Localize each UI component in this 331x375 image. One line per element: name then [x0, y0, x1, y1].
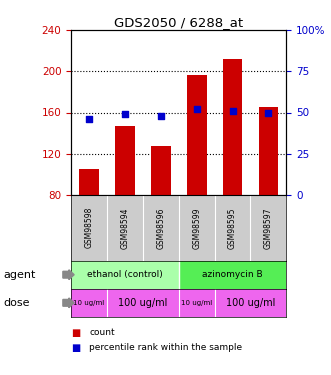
- Bar: [223, 59, 242, 195]
- Bar: [71, 261, 179, 289]
- Text: 10 ug/ml: 10 ug/ml: [181, 300, 212, 306]
- Text: GSM98599: GSM98599: [192, 207, 201, 249]
- Bar: [151, 146, 171, 195]
- Text: 10 ug/ml: 10 ug/ml: [73, 300, 105, 306]
- Text: agent: agent: [3, 270, 36, 280]
- Bar: [179, 261, 286, 289]
- Bar: [179, 289, 214, 317]
- Text: 100 ug/ml: 100 ug/ml: [118, 298, 167, 308]
- Point: [194, 106, 199, 112]
- Point: [86, 116, 92, 122]
- Text: ■: ■: [71, 343, 80, 352]
- Text: ■: ■: [71, 328, 80, 338]
- Text: percentile rank within the sample: percentile rank within the sample: [89, 343, 243, 352]
- Bar: [115, 126, 135, 195]
- Text: azinomycin B: azinomycin B: [202, 270, 263, 279]
- Text: GSM98596: GSM98596: [156, 207, 165, 249]
- Bar: [259, 107, 278, 195]
- Bar: [214, 289, 286, 317]
- Text: GSM98595: GSM98595: [228, 207, 237, 249]
- Point: [158, 113, 164, 119]
- Point: [230, 108, 235, 114]
- Text: GSM98598: GSM98598: [85, 207, 94, 249]
- Text: GSM98597: GSM98597: [264, 207, 273, 249]
- Title: GDS2050 / 6288_at: GDS2050 / 6288_at: [114, 16, 243, 29]
- Text: count: count: [89, 328, 115, 337]
- Text: dose: dose: [3, 298, 30, 308]
- Text: 100 ug/ml: 100 ug/ml: [226, 298, 275, 308]
- Bar: [107, 289, 179, 317]
- Text: ethanol (control): ethanol (control): [87, 270, 163, 279]
- Point: [266, 110, 271, 116]
- Bar: [79, 169, 99, 195]
- Point: [122, 111, 128, 117]
- Text: GSM98594: GSM98594: [120, 207, 129, 249]
- Bar: [187, 75, 207, 195]
- Bar: [71, 289, 107, 317]
